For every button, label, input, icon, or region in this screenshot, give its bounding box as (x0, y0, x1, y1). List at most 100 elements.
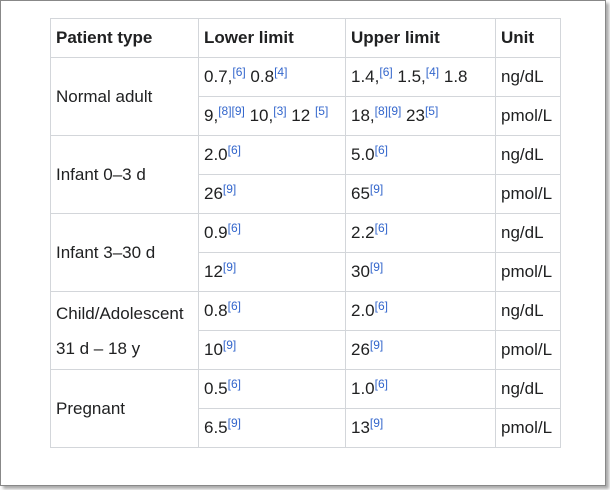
cell-text: 10 (204, 340, 223, 359)
cell-text: 0.8 (245, 67, 275, 86)
lower-limit-cell: 2.0[6] (198, 135, 346, 175)
unit-cell: pmol/L (495, 408, 561, 448)
reference-link[interactable]: [6] (374, 143, 388, 157)
upper-limit-cell: 2.0[6] (345, 291, 496, 331)
upper-limit-cell: 1.4,[6] 1.5,[4] 1.8 (345, 57, 496, 97)
header-cell: Upper limit (345, 18, 496, 58)
upper-limit-cell: 30[9] (345, 252, 496, 292)
table-row: Child/Adolescent 31 d – 18 y 0.8[6] 2.0[6] n… (50, 291, 561, 370)
unit-cell: pmol/L (495, 174, 561, 214)
reference-link[interactable]: [6] (232, 65, 246, 79)
patient-cell: Infant 3–30 d (50, 213, 199, 292)
reference-link[interactable]: [9] (222, 338, 237, 352)
patient-type: 31 d – 18 y (56, 338, 141, 358)
reference-link[interactable]: [6] (374, 299, 388, 313)
unit-cell: ng/dL (495, 291, 561, 331)
header-cell: Patient type (50, 18, 199, 58)
cell-text: 12 (204, 262, 223, 281)
unit-cell: ng/dL (495, 57, 561, 97)
reference-link[interactable]: [6] (379, 65, 393, 79)
lower-limit-cell: 6.5[9] (198, 408, 346, 448)
header-cell: Lower limit (198, 18, 346, 58)
reference-link[interactable]: [5] (424, 104, 439, 118)
lower-limit-cell: 26[9] (198, 174, 346, 214)
reference-link[interactable]: [8][9] (374, 104, 402, 118)
reference-link[interactable]: [9] (369, 260, 384, 274)
cell-text: 65 (351, 184, 370, 203)
reference-link[interactable]: [9] (222, 182, 237, 196)
upper-limit-cell: 2.2[6] (345, 213, 496, 253)
lower-limit-cell: 9,[8][9] 10,[3] 12 [5] (198, 96, 346, 136)
unit-cell: pmol/L (495, 330, 561, 370)
table-row: 9,[8][9] 10,[3] 12 [5] 18,[8][9] 23[5] pmo… (51, 96, 561, 136)
cell-text: 0.5 (204, 379, 228, 398)
table-row: Pregnant 0.5[6] 1.0[6] ng/dL (50, 369, 561, 448)
patient-type: Infant 0–3 d (56, 165, 146, 184)
lower-limit-cell: 0.5[6] (198, 369, 346, 409)
lower-limit-cell: 10[9] (198, 330, 346, 370)
table-row: 26[9] 65[9] pmol/L (51, 174, 561, 214)
patient-type: Normal adult (56, 87, 153, 106)
table-row: Normal adult 0.7,[6] 0.8[4] 1.4,[6] 1.5,[4… (50, 57, 561, 136)
reference-link[interactable]: [6] (374, 377, 388, 391)
patient-type: Child/Adolescent (56, 303, 184, 323)
reference-link[interactable]: [9] (222, 260, 237, 274)
cell-text: 1.8 (439, 67, 468, 86)
unit-cell: pmol/L (495, 252, 561, 292)
patient-cell: Normal adult (50, 57, 199, 136)
cell-text: 2.2 (351, 223, 375, 242)
cell-text: 2.0 (204, 145, 228, 164)
cell-text: 1.0 (351, 379, 375, 398)
cell-text: 0.9 (204, 223, 228, 242)
reference-link[interactable]: [4] (274, 65, 288, 79)
reference-link[interactable]: [6] (227, 299, 241, 313)
reference-link[interactable]: [6] (374, 221, 388, 235)
unit-cell: ng/dL (495, 135, 561, 175)
reference-link[interactable]: [9] (369, 338, 384, 352)
table-row: Infant 0–3 d 2.0[6] 5.0[6] ng/dL (50, 135, 561, 214)
reference-link[interactable]: [4] (425, 65, 440, 79)
reference-link[interactable]: [8][9] (218, 104, 245, 118)
reference-link[interactable]: [9] (369, 182, 384, 196)
data-table: Patient type Lower limit Upper limit Unit N… (50, 18, 561, 448)
cell-text: 1.5, (392, 67, 426, 86)
patient-cell: Infant 0–3 d (50, 135, 199, 214)
table-row: 12[9] 30[9] pmol/L (51, 252, 561, 292)
table-row: 6.5[9] 13[9] pmol/L (51, 408, 561, 448)
unit-cell: pmol/L (495, 96, 561, 136)
unit-cell: ng/dL (495, 213, 561, 253)
cell-text: 5.0 (351, 145, 375, 164)
lower-limit-cell: 0.9[6] (198, 213, 346, 253)
cell-text: 0.7, (204, 67, 233, 86)
reference-link[interactable]: [3] (273, 104, 287, 118)
cell-text: 10, (244, 106, 274, 125)
reference-link[interactable]: [6] (227, 377, 241, 391)
cell-text: 18, (351, 106, 375, 125)
lower-limit-cell: 0.7,[6] 0.8[4] (198, 57, 346, 97)
reference-link[interactable]: [9] (227, 416, 241, 430)
unit-cell: ng/dL (495, 369, 561, 409)
cell-text: 12 (286, 106, 315, 125)
upper-limit-cell: 18,[8][9] 23[5] (345, 96, 496, 136)
patient-cell: Child/Adolescent 31 d – 18 y (50, 291, 199, 370)
cell-text: 26 (351, 340, 370, 359)
cell-text: 9, (204, 106, 219, 125)
cell-text: 1.4, (351, 67, 380, 86)
reference-link[interactable]: [6] (227, 221, 241, 235)
reference-link[interactable]: [6] (227, 143, 241, 157)
reference-link[interactable]: [9] (369, 416, 384, 430)
lower-limit-cell: 0.8[6] (198, 291, 346, 331)
upper-limit-cell: 26[9] (345, 330, 496, 370)
table-row: 10[9] 26[9] pmol/L (51, 330, 561, 370)
reference-link[interactable]: [5] (314, 104, 329, 118)
patient-type: Pregnant (56, 399, 125, 418)
cell-text: 23 (401, 106, 425, 125)
cell-text: 13 (351, 418, 370, 437)
upper-limit-cell: 5.0[6] (345, 135, 496, 175)
cell-text: 0.8 (204, 301, 228, 320)
header-row: Patient type Lower limit Upper limit Unit (50, 18, 561, 58)
patient-cell: Pregnant (50, 369, 199, 448)
upper-limit-cell: 13[9] (345, 408, 496, 448)
patient-type: Infant 3–30 d (56, 243, 156, 262)
